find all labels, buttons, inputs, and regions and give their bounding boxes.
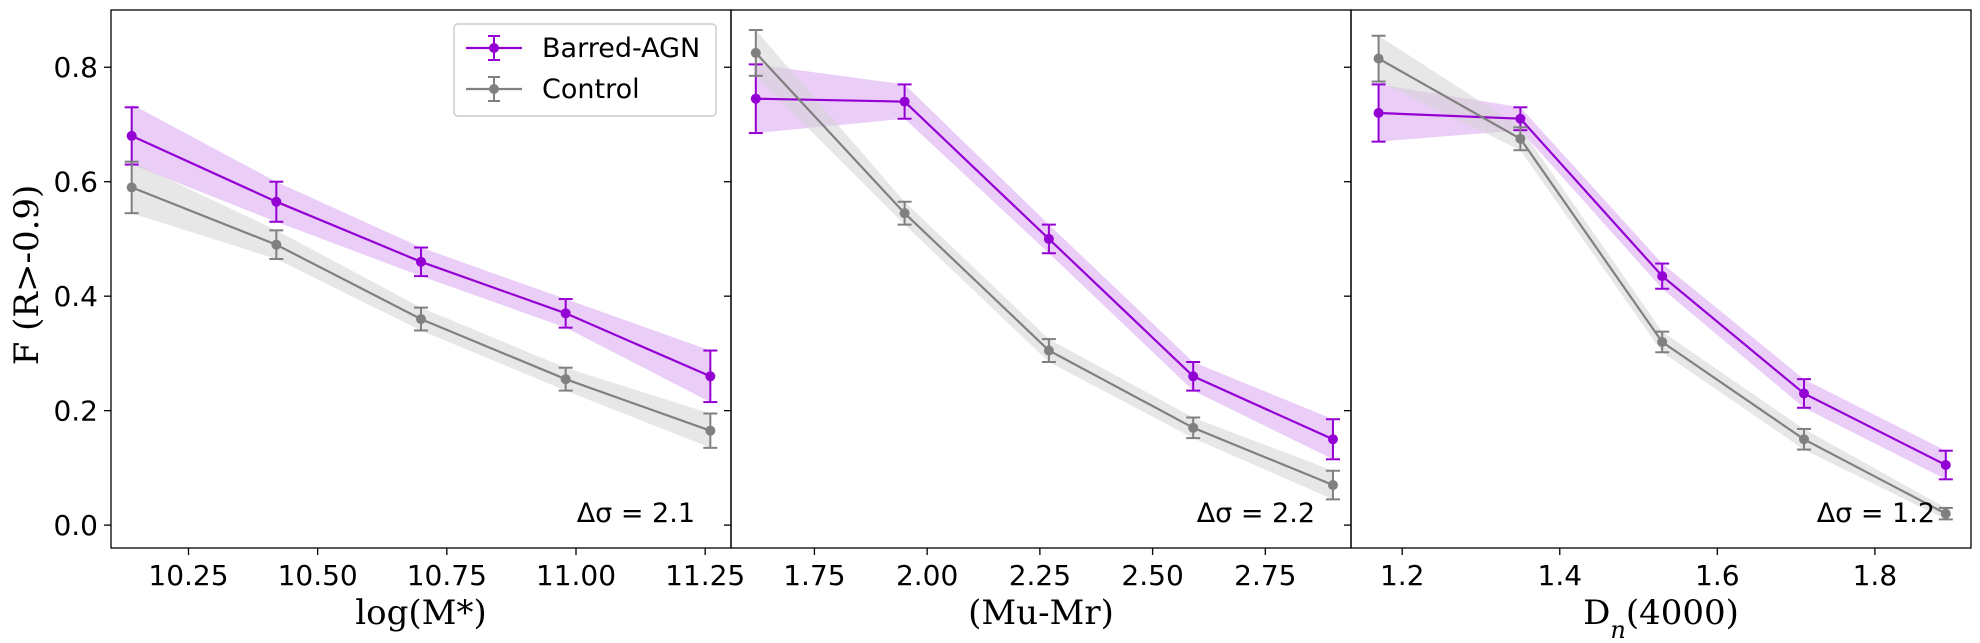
panel2-control-point-4-marker xyxy=(1188,422,1199,433)
panel3-barred-agn-point-5-marker xyxy=(1940,460,1951,471)
y-tick-label-1: 0.0 xyxy=(53,509,98,542)
panel1-delta-sigma-annotation: Δσ = 2.1 xyxy=(577,498,695,529)
panel3-x-tick-label-4: 1.8 xyxy=(1853,559,1898,592)
panel1-control-point-2-marker xyxy=(271,239,282,250)
panel1-control-point-4-marker xyxy=(560,374,571,385)
panel1-control-point-1-marker xyxy=(126,182,137,193)
legend-control-label: Control xyxy=(542,74,640,105)
axis-ticks xyxy=(104,66,1876,555)
y-tick-label-3: 0.4 xyxy=(53,280,98,313)
panel3-x-tick-label-3: 1.6 xyxy=(1695,559,1740,592)
panel3-control-point-1-marker xyxy=(1373,53,1384,64)
panel1-x-axis-label: log(M*) xyxy=(355,593,486,633)
panel2-control-point-1-marker xyxy=(750,47,761,58)
panel2-x-tick-label-1: 1.75 xyxy=(783,559,845,592)
panel2-control-band xyxy=(755,30,1333,500)
panel1-control-point-3-marker xyxy=(416,314,426,325)
panel2-x-tick-label-5: 2.75 xyxy=(1234,559,1296,592)
panel2-x-tick-label-2: 2.00 xyxy=(896,559,958,592)
panel1-control-point-5-marker xyxy=(705,425,716,436)
panel2-control-point-5-marker xyxy=(1327,480,1338,491)
panel3-control-point-4-marker xyxy=(1798,434,1809,445)
legend-barred-agn-label: Barred-AGN xyxy=(542,33,700,64)
confidence-bands xyxy=(131,30,1946,520)
panel3-x-axis-label-subscript: n xyxy=(1610,616,1625,643)
panel3-x-tick-label-1: 1.2 xyxy=(1380,559,1425,592)
panel2-delta-sigma-annotation: Δσ = 2.2 xyxy=(1197,498,1315,529)
panel1-barred-agn-point-1-marker xyxy=(126,130,137,141)
panel2-barred-agn-point-1-marker xyxy=(750,93,761,104)
legend-entry-control: Control xyxy=(466,74,640,105)
y-tick-label-2: 0.2 xyxy=(53,395,98,428)
y-tick-label-4: 0.6 xyxy=(53,166,98,199)
panel1-x-tick-label-4: 11.00 xyxy=(536,559,616,592)
series-lines xyxy=(124,29,1953,521)
panel3-control-point-2-marker xyxy=(1515,133,1526,144)
panel3-x-axis-label-suffix: (4000) xyxy=(1626,593,1739,633)
panel3-control-band xyxy=(1378,35,1946,520)
panel3-delta-sigma-annotation: Δσ = 1.2 xyxy=(1817,498,1935,529)
legend-control-marker xyxy=(489,84,499,94)
panel1-barred-agn-point-3-marker xyxy=(416,256,426,267)
panel1-barred-agn-point-4-marker xyxy=(560,308,571,319)
panel2-control-point-2-marker xyxy=(899,208,910,219)
panel1-x-tick-label-5: 11.25 xyxy=(665,559,745,592)
panel3-x-axis-label: Dn(4000) xyxy=(1583,593,1739,643)
panel3-frame xyxy=(1350,9,1972,549)
panel2-x-tick-label-3: 2.25 xyxy=(1009,559,1071,592)
panel1-barred-agn-point-5-marker xyxy=(705,371,716,382)
legend-entry-barred-agn: Barred-AGN xyxy=(466,33,700,64)
panel1-x-tick-label-3: 10.75 xyxy=(407,559,487,592)
panel3-barred-agn-point-2-marker xyxy=(1515,113,1526,124)
y-tick-label-5: 0.8 xyxy=(53,51,98,84)
panel2-barred-agn-point-3-marker xyxy=(1043,233,1054,244)
panel2-barred-agn-point-5-marker xyxy=(1327,434,1338,445)
panel3-barred-agn-point-1-marker xyxy=(1373,108,1384,119)
panel1-x-tick-label-2: 10.50 xyxy=(278,559,358,592)
panel3-control-point-3-marker xyxy=(1657,336,1668,347)
panel2-barred-agn-point-2-marker xyxy=(899,96,910,107)
panel1-x-tick-label-1: 10.25 xyxy=(148,559,228,592)
panel2-x-axis-label: (Mu-Mr) xyxy=(968,593,1114,633)
legend: Barred-AGN Control xyxy=(453,23,717,117)
panel1-barred-agn-point-2-marker xyxy=(271,196,282,207)
panel3-x-tick-label-2: 1.4 xyxy=(1538,559,1583,592)
legend-barred-agn-marker xyxy=(489,43,499,53)
panel1-control-band xyxy=(131,161,711,448)
y-axis-label: F (R>-0.9) xyxy=(7,185,47,366)
panel2-barred-agn-band xyxy=(755,64,1333,460)
panel3-barred-agn-point-3-marker xyxy=(1657,271,1668,282)
axis-labels: 10.25 10.50 10.75 11.00 11.25 log(M*) Δσ = 2.1… xyxy=(53,51,1935,643)
panel-frames xyxy=(110,9,1972,549)
panel2-control-point-3-marker xyxy=(1043,345,1054,356)
panel3-barred-agn-point-4-marker xyxy=(1798,388,1809,399)
panel3-control-point-5-marker xyxy=(1940,508,1951,519)
panel2-x-tick-label-4: 2.50 xyxy=(1121,559,1183,592)
panel2-barred-agn-point-4-marker xyxy=(1188,371,1199,382)
